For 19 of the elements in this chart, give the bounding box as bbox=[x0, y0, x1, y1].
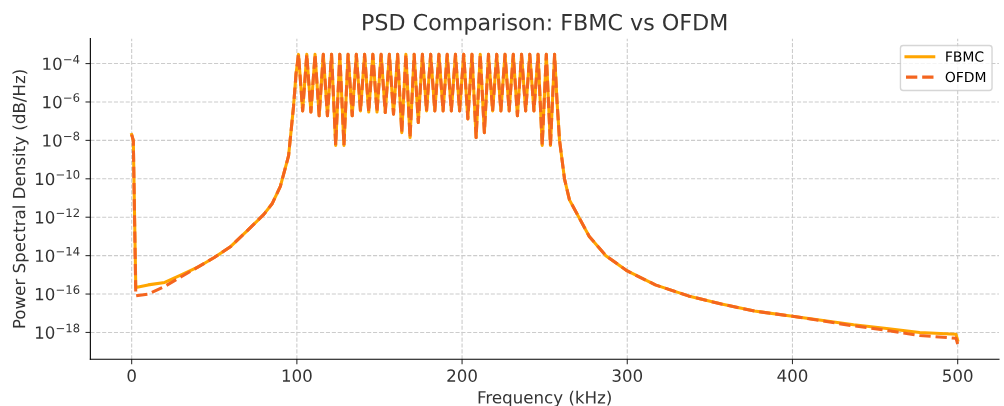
x-tick-label: 300 bbox=[612, 369, 643, 382]
chart-title: PSD Comparison: FBMC vs OFDM bbox=[363, 13, 727, 35]
x-tick-label: 100 bbox=[282, 369, 312, 382]
x-tick-label: 500 bbox=[943, 369, 973, 382]
y-axis-title: Power Spectral Density (dB/Hz) bbox=[12, 70, 29, 328]
legend-label: FBMC bbox=[946, 51, 984, 62]
y-tick-label: 10$^{−8}$ bbox=[43, 131, 80, 147]
y-tick-label: 10$^{−16}$ bbox=[35, 285, 80, 301]
y-tick-label: 10$^{−4}$ bbox=[43, 54, 80, 71]
x-axis-title: Frequency (kHz) bbox=[478, 390, 611, 406]
y-tick-label: 10$^{−6}$ bbox=[43, 93, 80, 109]
y-tick-label: 10$^{−18}$ bbox=[35, 323, 80, 339]
x-tick-label: 0 bbox=[127, 369, 136, 382]
y-tick-label: 10$^{−12}$ bbox=[35, 208, 79, 224]
x-tick-label: 200 bbox=[447, 369, 477, 382]
legend-label: OFDM bbox=[945, 71, 986, 83]
y-tick-label: 10$^{−10}$ bbox=[35, 169, 80, 186]
x-tick-label: 400 bbox=[777, 369, 808, 382]
y-tick-label: 10$^{−14}$ bbox=[35, 246, 80, 263]
